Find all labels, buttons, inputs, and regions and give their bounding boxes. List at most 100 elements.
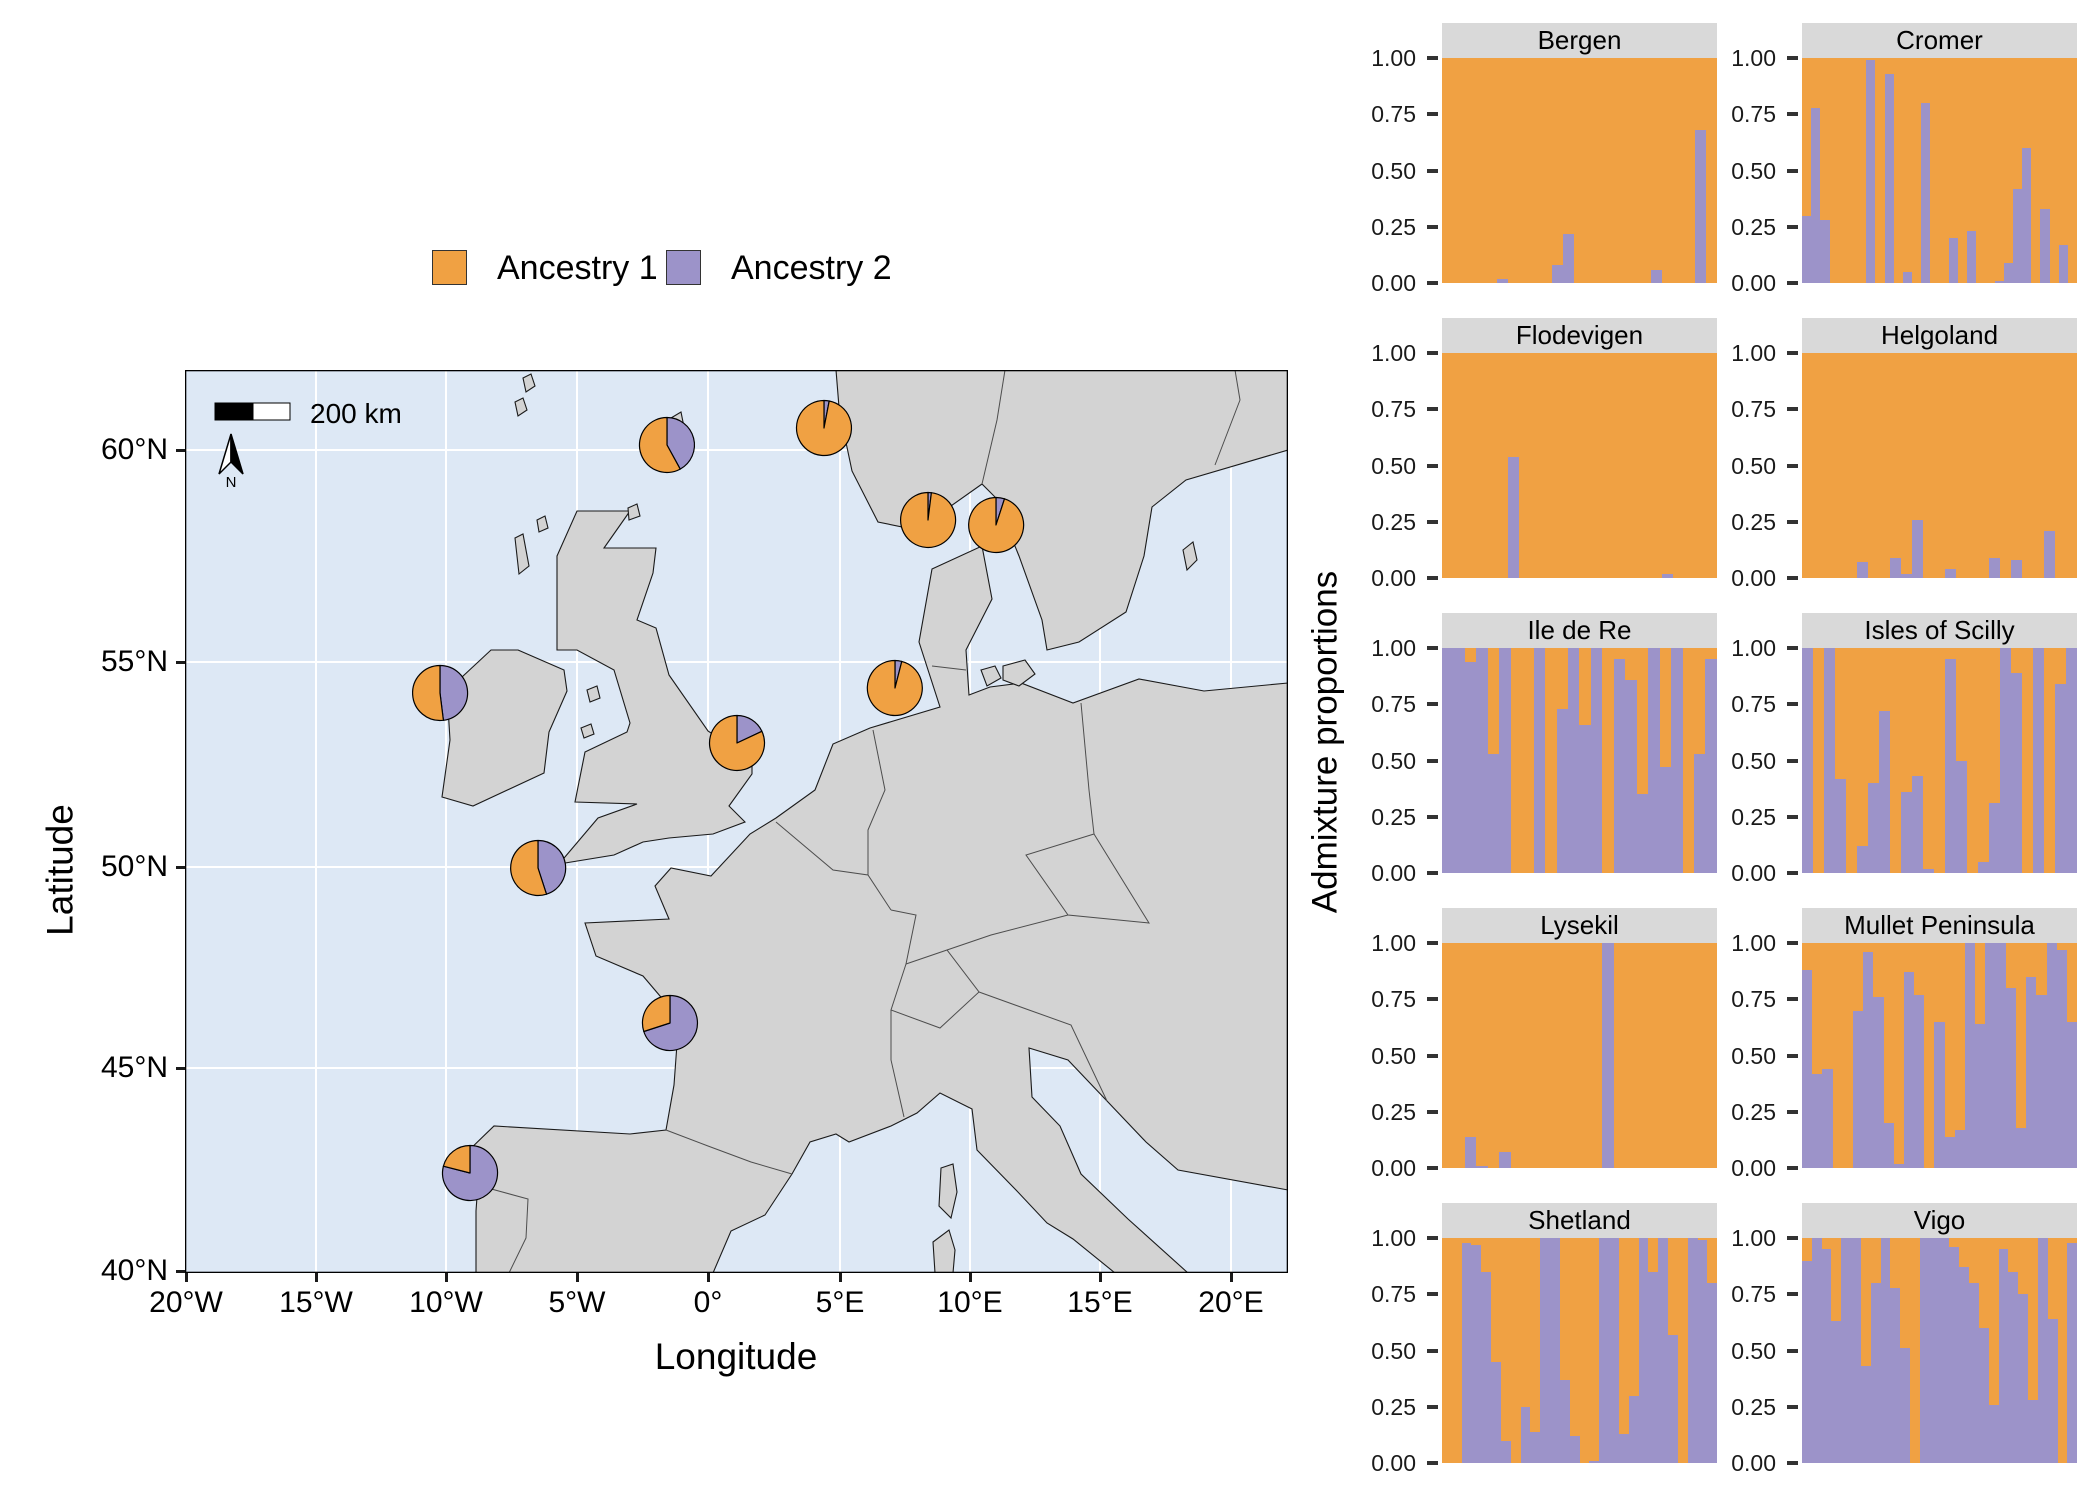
panel-y-tick-label: 1.00 (1371, 930, 1416, 956)
admixture-bar-ancestry2 (1954, 1129, 1965, 1168)
admixture-bar (1802, 58, 1812, 283)
admixture-bar-ancestry2 (1590, 648, 1603, 873)
admixture-bar-ancestry2 (1820, 220, 1830, 283)
admixture-bar-ancestry2 (1824, 648, 1835, 873)
admixture-bar-ancestry2 (1873, 997, 1884, 1168)
corsica (938, 1163, 958, 1220)
admixture-bar (1550, 1238, 1560, 1463)
admixture-bar-ancestry2 (1945, 659, 1956, 873)
panel-y-tick-mark (1787, 871, 1798, 875)
admixture-bar-ancestry2 (1967, 231, 1977, 283)
pie-bergen (795, 399, 853, 457)
admixture-bar (1607, 353, 1618, 578)
admixture-bar (1541, 58, 1552, 283)
admixture-bar (1687, 1238, 1698, 1463)
north-arrow-letter: N (226, 474, 237, 490)
admixture-bar-ancestry2 (1866, 60, 1876, 283)
panel-y-tick-label: 0.75 (1371, 691, 1416, 718)
admixture-bar (2018, 1238, 2029, 1463)
admixture-bar (1607, 58, 1618, 283)
map-x-tick-label: 10°E (937, 1286, 1003, 1319)
admixture-bar (1636, 648, 1649, 873)
pie-isles-of-scilly (510, 839, 567, 897)
admixture-bar (2000, 353, 2011, 578)
admixture-bar (1884, 58, 1894, 283)
admixture-bar-ancestry2 (2012, 188, 2023, 283)
admixture-bar (1453, 648, 1465, 873)
admixture-bar (2047, 1238, 2058, 1463)
admixture-bar (1929, 1238, 1940, 1463)
admixture-bar (1618, 58, 1629, 283)
admixture-bar-ancestry2 (1959, 1267, 1970, 1463)
map-x-tick-label: 20°W (149, 1286, 223, 1319)
admixture-panel-isles-of-scilly: Isles of Scilly (1802, 613, 2077, 873)
admixture-bar (1442, 648, 1454, 873)
admixture-bar (1695, 58, 1706, 283)
pie-slice-ancestry2 (537, 839, 567, 895)
panel-y-tick-label: 0.00 (1731, 565, 1776, 591)
admixture-bar-ancestry2 (2047, 1319, 2058, 1463)
panel-y-tick-label: 0.00 (1731, 1155, 1776, 1181)
map-x-tick-label: 20°E (1198, 1286, 1264, 1319)
admixture-bar (1919, 1238, 1930, 1463)
admixture-bar-ancestry2 (1464, 1136, 1477, 1168)
panel-y-tick-mark (1787, 814, 1798, 819)
admixture-bar-ancestry2 (1893, 1163, 1904, 1168)
admixture-bar-ancestry2 (1902, 271, 1913, 283)
admixture-bar-ancestry2 (1956, 760, 1967, 873)
admixture-bar (2026, 943, 2037, 1168)
admixture-bar (1602, 943, 1614, 1168)
admixture-bar (1857, 58, 1866, 283)
admixture-bar (1618, 353, 1629, 578)
panel-y-tick-mark (1427, 463, 1438, 468)
panel-y-tick-label: 0.50 (1731, 1042, 1776, 1069)
admixture-bar (1921, 58, 1931, 283)
admixture-bar (1618, 1238, 1629, 1463)
admixture-bar (1640, 58, 1651, 283)
admixture-bar-ancestry2 (1884, 73, 1894, 283)
panel-y-tick-label: 0.25 (1731, 1393, 1776, 1420)
admixture-bar (1585, 353, 1596, 578)
panel-title-strip: Isles of Scilly (1802, 613, 2077, 648)
admixture-bar-ancestry2 (2066, 648, 2077, 873)
admixture-bar (1497, 353, 1508, 578)
admixture-bar-ancestry2 (1589, 1460, 1600, 1463)
admixture-bar (1870, 1238, 1881, 1463)
panel-y-tick-mark (1427, 1292, 1438, 1297)
admixture-bar (2015, 943, 2027, 1168)
admixture-bar-ancestry2 (1841, 1238, 1852, 1463)
admixture-bar-ancestry2 (2003, 262, 2013, 283)
panel-title: Isles of Scilly (1864, 615, 2015, 645)
admixture-bar (2011, 353, 2022, 578)
admixture-bar (1629, 58, 1640, 283)
admixture-bar-ancestry2 (1944, 1136, 1955, 1168)
pie-shetland (638, 416, 696, 474)
map-x-tick-mark (185, 1273, 188, 1282)
admixture-bar (2012, 58, 2023, 283)
panel-title-strip: Vigo (1802, 1203, 2077, 1238)
admixture-bar-ancestry2 (1978, 1328, 1989, 1463)
admixture-bar-ancestry2 (2011, 560, 2022, 578)
panel-title-strip: Helgoland (1802, 318, 2077, 353)
panel-y-tick-label: 0.50 (1371, 1042, 1416, 1069)
panel-y-tick-mark (1787, 997, 1798, 1002)
legend-swatch-ancestry1 (432, 250, 467, 285)
panel-y-tick-mark (1427, 1053, 1438, 1058)
admixture-bar-ancestry2 (1461, 1242, 1472, 1463)
admixture-bar (1625, 648, 1637, 873)
panel-y-tick-label: 0.75 (1371, 1281, 1416, 1308)
admixture-bar (1487, 648, 1500, 873)
admixture-bar (1846, 648, 1857, 873)
admixture-bar (1511, 943, 1522, 1168)
admixture-bar (1978, 353, 1989, 578)
map-y-tick-mark (176, 1270, 185, 1273)
admixture-bar (1923, 353, 1934, 578)
map-x-tick-mark (839, 1273, 842, 1282)
admixture-bar (1967, 58, 1977, 283)
admixture-bar (1640, 353, 1651, 578)
admixture-bar (1648, 1238, 1659, 1463)
admixture-bar (1668, 1238, 1678, 1463)
panel-y-tick-label: 0.25 (1371, 803, 1416, 830)
panel-title: Shetland (1528, 1205, 1631, 1235)
pie-ile-de-re (641, 994, 699, 1052)
